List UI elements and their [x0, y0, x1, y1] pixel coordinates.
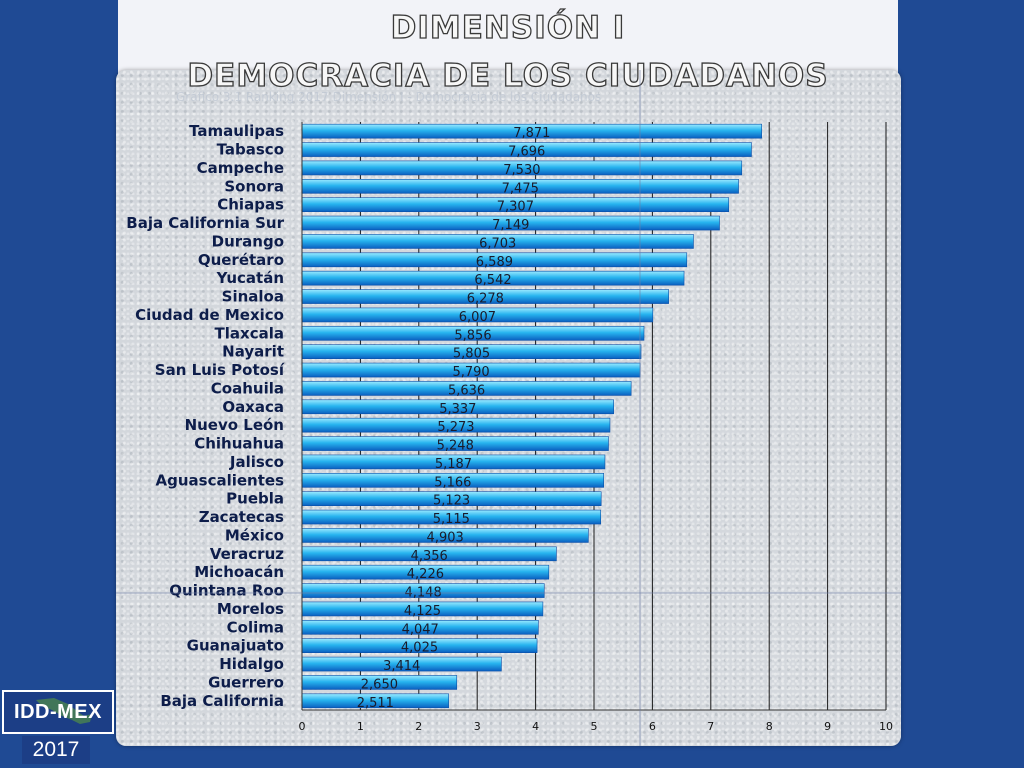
x-tick-label: 2 — [415, 720, 422, 733]
value-label: 6,278 — [467, 292, 504, 307]
value-label: 7,475 — [502, 181, 539, 196]
idd-mex-logo: IDD-MEX — [2, 690, 114, 734]
category-label: Nuevo León — [185, 416, 284, 434]
category-label: Veracruz — [210, 545, 284, 563]
value-label: 5,273 — [437, 420, 474, 435]
value-label: 5,337 — [439, 402, 476, 417]
value-label: 5,636 — [448, 383, 485, 398]
value-label: 6,589 — [476, 255, 513, 270]
category-label: Morelos — [217, 600, 284, 618]
slide-title-line2: DEMOCRACIA DE LOS CIUDADANOS — [187, 57, 829, 94]
logo-year: 2017 — [22, 736, 90, 764]
value-label: 5,187 — [435, 457, 472, 472]
value-label: 2,650 — [361, 677, 398, 692]
category-label: Chihuahua — [194, 435, 284, 453]
category-label: Querétaro — [198, 251, 284, 269]
bars — [301, 123, 762, 709]
value-label: 4,025 — [401, 641, 438, 656]
value-label: 4,356 — [411, 549, 448, 564]
category-label: San Luis Potosí — [155, 361, 285, 379]
value-label: 2,511 — [357, 696, 394, 711]
category-label: Guerrero — [208, 673, 284, 691]
x-tick-label: 3 — [474, 720, 481, 733]
value-label: 6,703 — [479, 236, 516, 251]
category-label: Sinaloa — [222, 288, 284, 306]
value-label: 4,125 — [404, 604, 441, 619]
category-label: Durango — [212, 232, 284, 250]
category-label: Jalisco — [229, 453, 284, 471]
category-labels: TamaulipasTabascoCampecheSonoraChiapasBa… — [126, 122, 285, 710]
category-label: Ciudad de Mexico — [135, 306, 284, 324]
category-label: Puebla — [226, 490, 284, 508]
category-label: Coahuila — [211, 379, 284, 397]
x-tick-label: 8 — [766, 720, 773, 733]
category-label: México — [225, 526, 284, 544]
slide-title-line1: DIMENSIÓN I — [390, 9, 626, 46]
category-label: Michoacán — [194, 563, 284, 581]
x-tick-label: 9 — [824, 720, 831, 733]
category-label: Zacatecas — [199, 508, 284, 526]
value-label: 7,871 — [513, 126, 550, 141]
value-label: 4,903 — [427, 530, 464, 545]
value-label: 5,805 — [453, 347, 490, 362]
value-label: 5,115 — [433, 512, 470, 527]
x-axis-tick-labels: 0 1 2 3 4 5 6 7 8 9 10 — [299, 720, 894, 733]
x-tick-label: 6 — [649, 720, 656, 733]
category-label: Aguascalientes — [156, 471, 285, 489]
category-label: Sonora — [224, 177, 284, 195]
value-label: 5,790 — [452, 365, 489, 380]
category-label: Hidalgo — [219, 655, 284, 673]
category-label: Campeche — [197, 159, 284, 177]
chart-caption: Gráfico 3.1 Ranking 2017 Dimensión I - D… — [176, 90, 602, 104]
value-label: 6,542 — [474, 273, 511, 288]
category-label: Baja California Sur — [126, 214, 284, 232]
category-label: Baja California — [160, 692, 284, 710]
category-label: Oaxaca — [222, 398, 284, 416]
value-labels: 7,871 7,696 7,530 7,475 7,307 7,149 6,703 6,589… — [357, 126, 551, 711]
x-tick-label: 5 — [591, 720, 598, 733]
value-label: 7,696 — [508, 145, 545, 160]
category-label: Quintana Roo — [169, 582, 284, 600]
x-tick-label: 7 — [707, 720, 714, 733]
value-label: 7,307 — [497, 200, 534, 215]
x-tick-label: 1 — [357, 720, 364, 733]
category-label: Guanajuato — [187, 637, 284, 655]
value-label: 7,530 — [503, 163, 540, 178]
category-label: Chiapas — [217, 196, 284, 214]
category-label: Colima — [227, 618, 284, 636]
value-label: 4,226 — [407, 567, 444, 582]
value-label: 6,007 — [459, 310, 496, 325]
x-tick-label: 0 — [299, 720, 306, 733]
x-tick-label: 4 — [532, 720, 539, 733]
category-label: Tlaxcala — [215, 324, 284, 342]
category-label: Yucatán — [216, 269, 284, 287]
logo-text: IDD-MEX — [14, 700, 102, 723]
mexico-map-icon — [36, 698, 92, 724]
value-label: 4,047 — [402, 622, 439, 637]
value-label: 3,414 — [383, 659, 420, 674]
value-label: 7,149 — [492, 218, 529, 233]
category-label: Nayarit — [222, 343, 284, 361]
value-label: 5,856 — [454, 328, 491, 343]
category-label: Tamaulipas — [189, 122, 284, 140]
x-tick-label: 10 — [879, 720, 893, 733]
value-label: 5,248 — [437, 439, 474, 454]
value-label: 5,123 — [433, 494, 470, 509]
value-label: 5,166 — [434, 475, 471, 490]
category-label: Tabasco — [217, 141, 284, 159]
